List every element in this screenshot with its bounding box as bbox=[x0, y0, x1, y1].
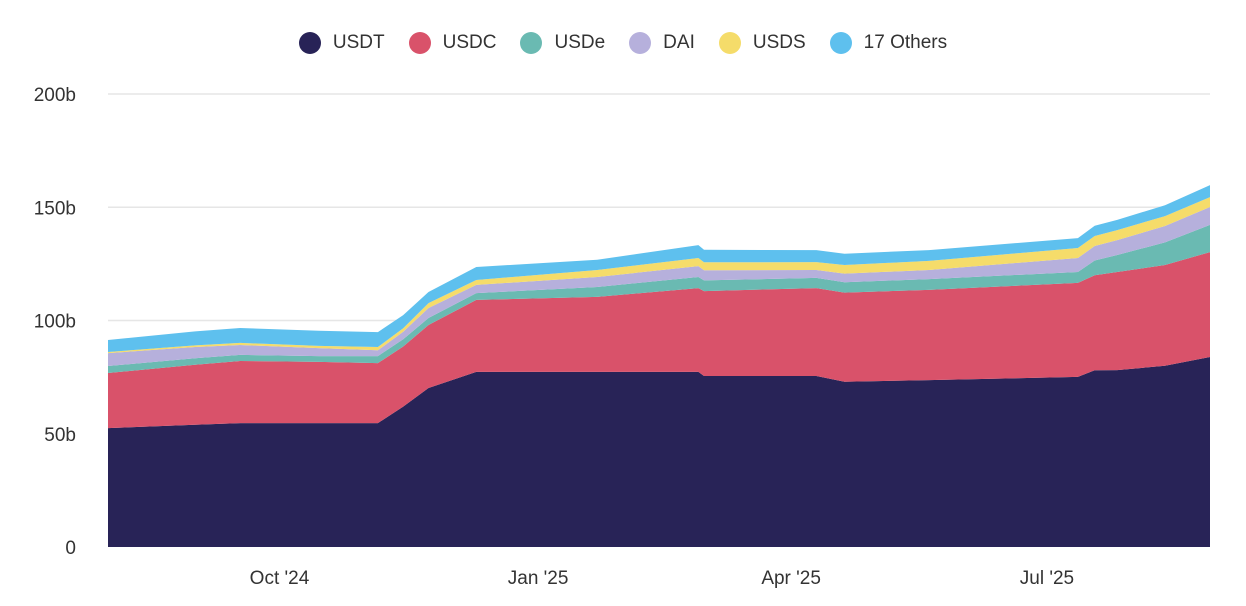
y-tick-label: 0 bbox=[65, 538, 76, 559]
legend-swatch bbox=[298, 32, 321, 54]
legend-label: USDT bbox=[332, 32, 385, 53]
legend-item[interactable]: USDe bbox=[520, 32, 605, 54]
legend-label: DAI bbox=[663, 32, 695, 53]
legend-item[interactable]: USDT bbox=[298, 32, 385, 54]
x-tick-label: Jan '25 bbox=[508, 568, 569, 589]
legend-item[interactable]: 17 Others bbox=[829, 32, 948, 54]
legend: USDT USDC USDe DAI USDS 17 Others bbox=[0, 32, 1246, 54]
legend-label: USDe bbox=[554, 32, 606, 53]
y-tick-label: 50b bbox=[44, 425, 76, 446]
y-tick-label: 100b bbox=[34, 312, 76, 333]
area-usdt bbox=[108, 357, 1210, 547]
legend-swatch bbox=[629, 32, 652, 54]
legend-label: USDS bbox=[752, 32, 806, 53]
area-usde bbox=[108, 224, 1210, 373]
x-tick-label: Jul '25 bbox=[1020, 568, 1074, 589]
legend-swatch bbox=[829, 32, 852, 54]
legend-swatch bbox=[520, 32, 543, 54]
x-tick-label: Apr '25 bbox=[761, 568, 821, 589]
area-17-others bbox=[108, 185, 1210, 352]
legend-swatch bbox=[408, 32, 431, 54]
area-usdc bbox=[108, 252, 1210, 429]
legend-label: 17 Others bbox=[863, 32, 948, 53]
legend-label: USDC bbox=[442, 32, 497, 53]
legend-item[interactable]: USDC bbox=[408, 32, 497, 54]
legend-swatch bbox=[718, 32, 741, 54]
x-tick-label: Oct '24 bbox=[250, 568, 310, 589]
y-tick-label: 150b bbox=[34, 198, 76, 219]
y-tick-label: 200b bbox=[34, 85, 76, 106]
area-dai bbox=[108, 207, 1210, 366]
legend-item[interactable]: USDS bbox=[718, 32, 806, 54]
legend-item[interactable]: DAI bbox=[629, 32, 695, 54]
